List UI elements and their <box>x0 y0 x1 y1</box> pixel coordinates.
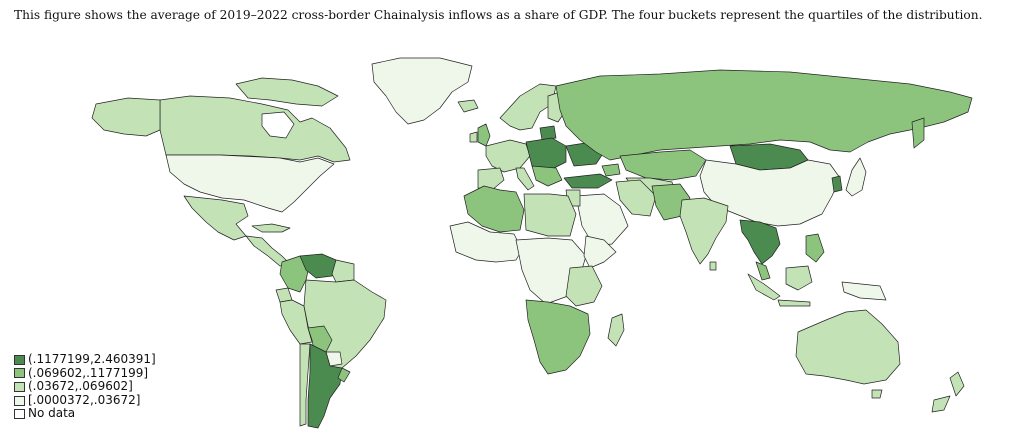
region-turkey <box>563 173 613 189</box>
legend-swatch <box>14 368 25 379</box>
region-caribbean <box>251 223 291 233</box>
region-baltics <box>539 125 557 141</box>
region-kamchatka <box>911 117 925 149</box>
region-arabia <box>575 193 629 247</box>
region-north-africa-east <box>523 193 577 237</box>
region-ecuador <box>275 287 293 303</box>
region-kazakhstan <box>619 149 707 181</box>
region-indonesia-java <box>777 299 811 307</box>
region-peru <box>279 299 313 345</box>
region-india <box>679 197 729 265</box>
region-madagascar <box>607 313 625 347</box>
region-sri-lanka <box>709 261 717 271</box>
legend-label: [.0000372,.03672] <box>28 392 141 407</box>
region-new-zealand <box>949 371 965 397</box>
region-philippines <box>805 233 825 263</box>
region-horn-africa <box>583 235 617 269</box>
legend-label: (.1177199,2.460391] <box>28 352 156 366</box>
map-legend: (.1177199,2.460391] (.069602,.1177199] (… <box>14 352 156 421</box>
region-scandinavia <box>499 83 557 131</box>
legend-swatch <box>14 409 25 420</box>
region-southern-africa <box>525 299 591 375</box>
region-indonesia-sumatra <box>747 273 781 301</box>
legend-label: (.03672,.069602] <box>28 379 133 394</box>
region-east-africa <box>565 265 603 307</box>
region-korea <box>831 175 843 193</box>
region-italy <box>515 167 535 191</box>
region-iberia <box>477 167 505 191</box>
region-mexico <box>183 195 249 241</box>
region-australia <box>795 309 901 385</box>
region-balkans <box>531 165 563 187</box>
legend-swatch <box>14 381 25 392</box>
region-caucasus <box>601 163 621 177</box>
figure-caption: This figure shows the average of 2019–20… <box>14 8 983 22</box>
legend-item: (.069602,.1177199] <box>14 365 156 381</box>
region-guianas <box>331 259 355 283</box>
region-chile <box>299 343 311 427</box>
legend-item: (.03672,.069602] <box>14 380 156 394</box>
region-southeast-asia <box>739 219 781 265</box>
region-new-zealand-south <box>931 395 951 413</box>
legend-item: (.1177199,2.460391] <box>14 352 156 367</box>
legend-label: (.069602,.1177199] <box>28 365 149 380</box>
region-usa <box>165 154 335 213</box>
region-japan <box>845 157 867 197</box>
region-uruguay <box>337 367 351 383</box>
region-papua <box>841 281 887 301</box>
legend-swatch <box>14 354 25 365</box>
legend-swatch <box>14 395 25 406</box>
region-malaysia <box>755 261 771 281</box>
region-indonesia-borneo <box>785 265 813 291</box>
region-western-europe <box>485 139 531 173</box>
region-ireland <box>469 131 478 143</box>
region-alaska <box>91 97 161 137</box>
region-venezuela <box>299 253 337 279</box>
region-iceland <box>457 99 479 113</box>
region-canada-arctic <box>235 77 339 107</box>
region-tasmania <box>871 389 883 399</box>
region-uk <box>477 123 491 147</box>
region-argentina <box>307 343 343 429</box>
legend-item: [.0000372,.03672] <box>14 392 156 408</box>
region-greenland <box>371 57 473 125</box>
region-hudson-bay <box>261 111 295 139</box>
legend-item: No data <box>14 407 156 421</box>
region-north-africa-west <box>463 185 525 233</box>
region-russia <box>555 69 973 161</box>
legend-label: No data <box>28 406 76 421</box>
region-central-europe <box>525 137 567 171</box>
region-iran <box>615 179 657 217</box>
